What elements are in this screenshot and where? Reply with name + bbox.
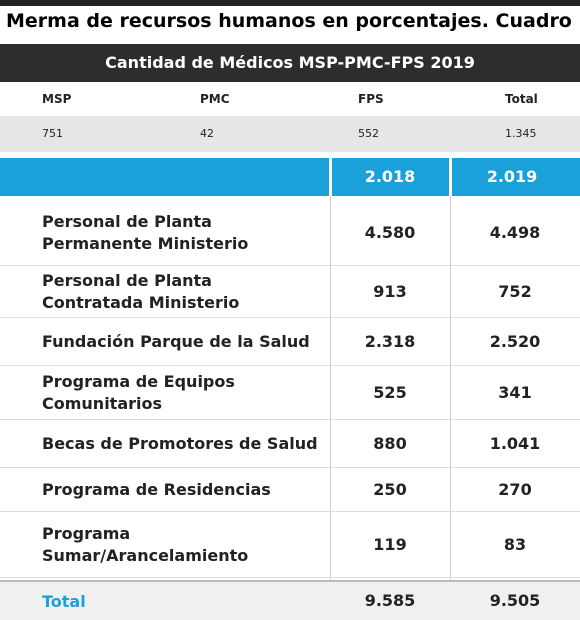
label-line: Personal de Planta bbox=[42, 212, 212, 231]
highlight-cell: 2.018 bbox=[364, 167, 416, 186]
total-cell: 83 bbox=[503, 535, 527, 554]
separator bbox=[449, 158, 452, 196]
label-line: Programa de Residencias bbox=[42, 480, 271, 499]
total-cell: 4.498 bbox=[489, 223, 541, 242]
highlight-cell: 2.019 bbox=[486, 167, 538, 186]
row-label: Personal de Planta Permanente Ministerio bbox=[42, 211, 248, 255]
label-line: Comunitarios bbox=[42, 394, 163, 413]
row-label: Programa Sumar/Arancelamiento bbox=[42, 523, 248, 567]
column-header: FPS bbox=[358, 92, 384, 106]
column-line bbox=[330, 196, 331, 620]
title: Merma de recursos humanos en porcentajes… bbox=[6, 10, 580, 32]
table-caption: Cantidad de Médicos MSP-PMC-FPS 2019 bbox=[0, 44, 580, 82]
separator bbox=[329, 158, 332, 196]
label-line: Sumar/Arancelamiento bbox=[42, 546, 249, 565]
count-cell: 751 bbox=[42, 127, 63, 140]
total-cell: 270 bbox=[498, 480, 532, 499]
fps-cell: 913 bbox=[373, 282, 407, 301]
count-cell: 1.345 bbox=[505, 127, 537, 140]
table-row: Personal de Planta Permanente Ministerio 4… bbox=[0, 200, 580, 266]
column-line bbox=[450, 196, 451, 620]
fps-cell: 250 bbox=[373, 480, 407, 499]
total-cell: 341 bbox=[498, 383, 532, 402]
table-row: Programa de Equipos Comunitarios 525 341 bbox=[0, 366, 580, 420]
table-row: Fundación Parque de la Salud 2.318 2.520 bbox=[0, 318, 580, 366]
total-fps: 9.585 bbox=[364, 591, 416, 610]
table-row: Programa Sumar/Arancelamiento 119 83 bbox=[0, 512, 580, 578]
highlight-row bbox=[0, 158, 580, 196]
row-label: Personal de Planta Contratada Ministerio bbox=[42, 270, 239, 314]
fps-cell: 2.318 bbox=[364, 332, 416, 351]
label-line: Fundación Parque de la Salud bbox=[42, 332, 310, 351]
label-line: Contratada Ministerio bbox=[42, 293, 240, 312]
label-line: Programa bbox=[42, 524, 131, 543]
label-line: Becas de Promotores de Salud bbox=[42, 434, 318, 453]
column-header: PMC bbox=[200, 92, 230, 106]
count-cell: 42 bbox=[200, 127, 214, 140]
row-label: Programa de Residencias bbox=[42, 479, 271, 501]
total-label: Total bbox=[42, 592, 86, 611]
counts-row bbox=[0, 116, 580, 152]
total-cell: 1.041 bbox=[489, 434, 541, 453]
table-row: Personal de Planta Contratada Ministerio 9… bbox=[0, 266, 580, 318]
table-row: Programa de Residencias 250 270 bbox=[0, 468, 580, 512]
label-line: Programa de Equipos bbox=[42, 372, 235, 391]
label-line: Personal de Planta bbox=[42, 271, 212, 290]
row-label: Fundación Parque de la Salud bbox=[42, 331, 310, 353]
fps-cell: 880 bbox=[373, 434, 407, 453]
total-cell: 752 bbox=[498, 282, 532, 301]
count-cell: 552 bbox=[358, 127, 379, 140]
column-header: Total bbox=[505, 92, 538, 106]
table-row: Becas de Promotores de Salud 880 1.041 bbox=[0, 420, 580, 468]
row-label: Becas de Promotores de Salud bbox=[42, 433, 318, 455]
top-bar bbox=[0, 0, 580, 6]
column-header: MSP bbox=[42, 92, 72, 106]
total-total: 9.505 bbox=[489, 591, 541, 610]
fps-cell: 4.580 bbox=[364, 223, 416, 242]
fps-cell: 119 bbox=[373, 535, 407, 554]
total-row: Total 9.585 9.505 bbox=[0, 580, 580, 620]
label-line: Permanente Ministerio bbox=[42, 234, 249, 253]
fps-cell: 525 bbox=[373, 383, 407, 402]
row-label: Programa de Equipos Comunitarios bbox=[42, 371, 235, 415]
total-cell: 2.520 bbox=[489, 332, 541, 351]
